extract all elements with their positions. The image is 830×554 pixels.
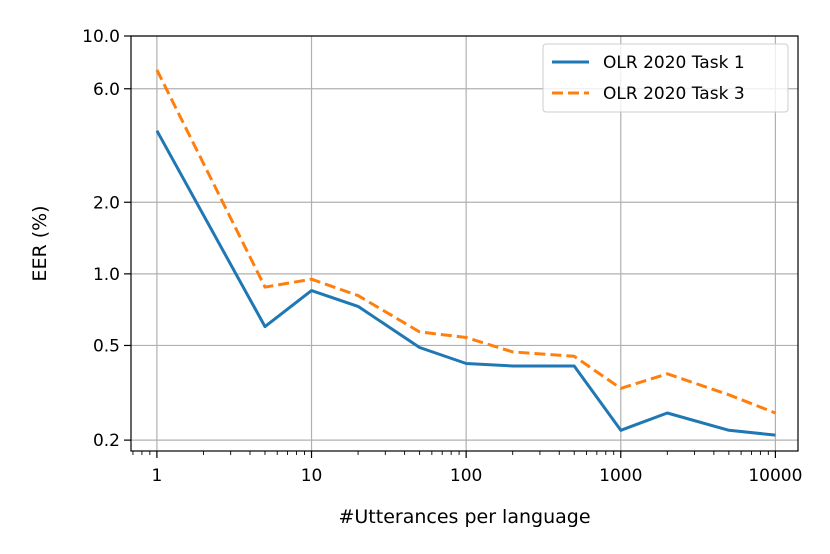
axis-ticks xyxy=(124,35,777,458)
legend-label-task-1: OLR 2020 Task 1 xyxy=(603,53,745,73)
series-line-1 xyxy=(155,129,776,437)
y-tick-label: 2.0 xyxy=(93,193,120,213)
y-tick-label: 10.0 xyxy=(82,27,120,47)
legend-box xyxy=(542,43,789,113)
series-lines xyxy=(155,69,776,437)
y-tick-label: 6.0 xyxy=(93,80,120,100)
series-line-2 xyxy=(155,69,776,415)
y-axis-title: EER (%) xyxy=(29,205,51,281)
x-axis-title: #Utterances per language xyxy=(338,506,590,528)
x-tick-label: 100 xyxy=(450,466,482,486)
y-tick-label: 1.0 xyxy=(93,265,120,285)
x-tick-label: 10 xyxy=(301,466,323,486)
y-tick-label: 0.2 xyxy=(93,431,120,451)
legend-label-task-3: OLR 2020 Task 3 xyxy=(603,84,745,104)
x-tick-label: 10000 xyxy=(748,466,802,486)
legend: OLR 2020 Task 1 OLR 2020 Task 3 xyxy=(542,43,789,113)
y-tick-label: 0.5 xyxy=(93,336,120,356)
axis-tick-labels: 1 10 100 1000 10000 0.2 0.5 1.0 2.0 6.0 10.0 xyxy=(82,27,802,486)
x-tick-label: 1 xyxy=(151,466,162,486)
plot-frame xyxy=(130,35,799,452)
x-tick-label: 1000 xyxy=(599,466,642,486)
